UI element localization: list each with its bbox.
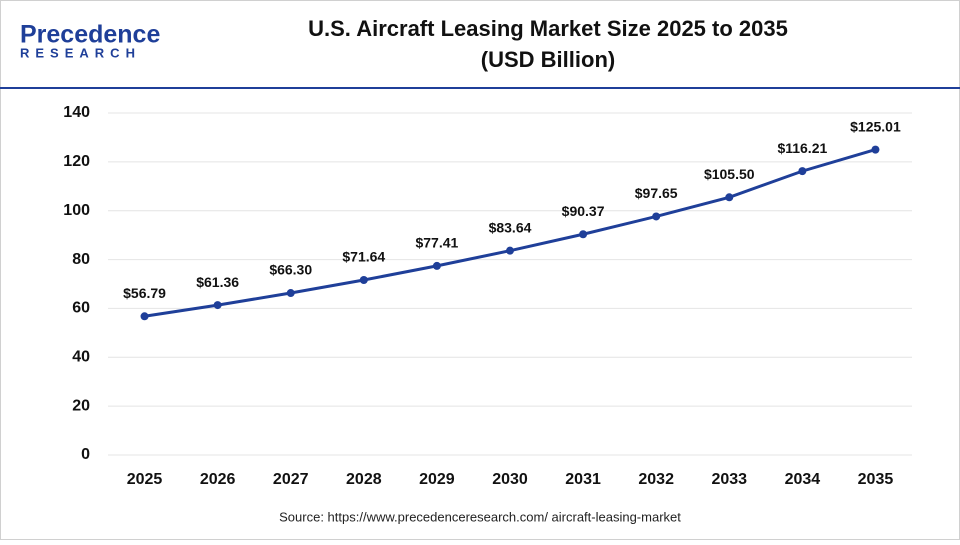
x-tick-label: 2033 bbox=[711, 471, 747, 488]
x-tick-label: 2034 bbox=[785, 471, 821, 488]
data-label: $77.41 bbox=[415, 235, 458, 251]
brand-tagline: RESEARCH bbox=[20, 45, 141, 60]
y-tick-label: 40 bbox=[72, 349, 90, 366]
y-tick-label: 140 bbox=[63, 104, 90, 121]
x-tick-label: 2028 bbox=[346, 471, 382, 488]
brand-name: Precedence bbox=[20, 21, 160, 49]
y-tick-label: 120 bbox=[63, 153, 90, 170]
marker bbox=[506, 246, 514, 255]
data-label: $66.30 bbox=[269, 262, 312, 278]
data-label: $71.64 bbox=[342, 249, 385, 265]
x-tick-label: 2035 bbox=[858, 471, 894, 488]
chart-subtitle: (USD Billion) bbox=[481, 47, 615, 72]
marker bbox=[652, 212, 661, 221]
marker bbox=[432, 261, 441, 270]
y-tick-label: 60 bbox=[72, 300, 90, 317]
marker bbox=[798, 167, 807, 176]
data-label: $56.79 bbox=[123, 285, 166, 301]
x-tick-label: 2029 bbox=[419, 471, 455, 488]
y-tick-label: 80 bbox=[72, 251, 90, 268]
marker bbox=[359, 275, 368, 284]
data-label: $61.36 bbox=[196, 274, 239, 290]
data-label: $97.65 bbox=[635, 185, 678, 201]
data-label: $90.37 bbox=[562, 203, 605, 219]
marker bbox=[871, 145, 880, 154]
x-tick-label: 2030 bbox=[492, 471, 528, 488]
y-tick-label: 100 bbox=[63, 202, 90, 219]
data-label: $125.01 bbox=[850, 118, 901, 134]
x-tick-label: 2025 bbox=[127, 471, 163, 488]
y-tick-label: 20 bbox=[72, 397, 90, 414]
marker bbox=[213, 301, 222, 310]
x-tick-label: 2031 bbox=[565, 471, 601, 488]
marker bbox=[140, 312, 149, 321]
chart-title: U.S. Aircraft Leasing Market Size 2025 t… bbox=[308, 16, 788, 41]
marker bbox=[579, 230, 588, 239]
x-tick-label: 2026 bbox=[200, 471, 236, 488]
data-label: $83.64 bbox=[489, 219, 532, 235]
marker bbox=[725, 193, 734, 202]
data-label: $105.50 bbox=[704, 166, 755, 182]
marker bbox=[286, 289, 295, 298]
data-label: $116.21 bbox=[777, 140, 827, 156]
x-tick-label: 2027 bbox=[273, 471, 309, 488]
x-tick-label: 2032 bbox=[638, 471, 674, 488]
source: Source: https://www.precedenceresearch.c… bbox=[279, 509, 681, 524]
y-tick-label: 0 bbox=[81, 446, 90, 463]
